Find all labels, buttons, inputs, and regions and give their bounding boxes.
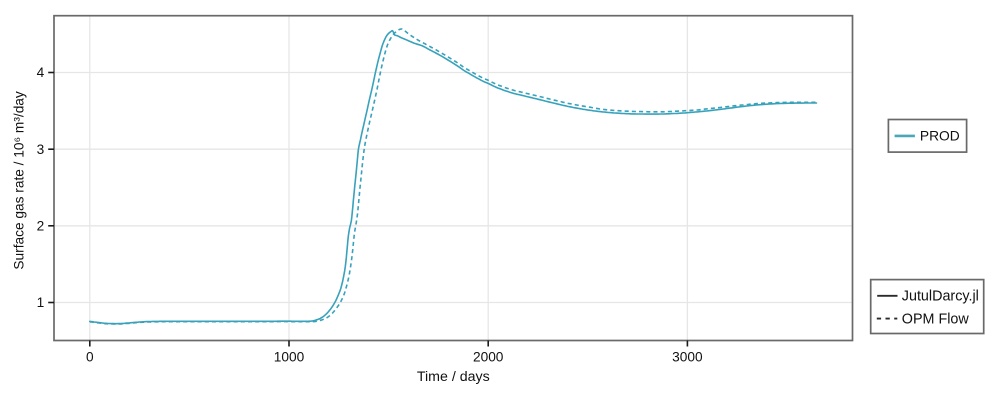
- svg-text:PROD: PROD: [920, 129, 960, 144]
- svg-text:3: 3: [37, 142, 45, 157]
- svg-text:3000: 3000: [672, 349, 703, 364]
- svg-text:2000: 2000: [473, 349, 504, 364]
- svg-text:0: 0: [86, 349, 94, 364]
- svg-text:1000: 1000: [274, 349, 305, 364]
- svg-text:Time / days: Time / days: [417, 369, 490, 385]
- svg-text:JutulDarcy.jl: JutulDarcy.jl: [902, 289, 979, 305]
- svg-text:2: 2: [37, 219, 45, 234]
- svg-text:Surface gas rate / 10⁶ m³/day: Surface gas rate / 10⁶ m³/day: [12, 91, 27, 269]
- svg-text:OPM Flow: OPM Flow: [902, 311, 970, 327]
- svg-text:4: 4: [37, 65, 45, 80]
- svg-text:1: 1: [37, 295, 45, 310]
